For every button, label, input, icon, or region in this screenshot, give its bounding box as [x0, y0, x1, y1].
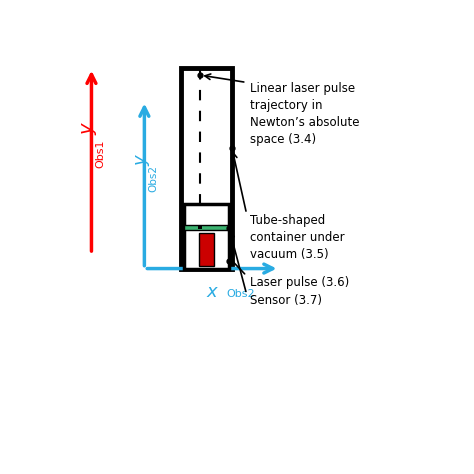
Bar [199, 233, 214, 266]
Bar [184, 225, 229, 230]
Text: $y$: $y$ [134, 153, 152, 166]
Text: Obs2: Obs2 [148, 165, 158, 192]
Bar [199, 226, 202, 229]
Text: $y$: $y$ [80, 121, 99, 136]
Text: Obs1: Obs1 [96, 140, 106, 168]
Bar [181, 68, 232, 269]
Text: Obs2: Obs2 [227, 289, 255, 299]
Text: Linear laser pulse
trajectory in
Newton’s absolute
space (3.4): Linear laser pulse trajectory in Newton’… [250, 82, 360, 146]
Bar [184, 204, 229, 269]
Text: Tube-shaped
container under
vacuum (3.5): Tube-shaped container under vacuum (3.5) [250, 214, 345, 261]
Text: Laser pulse (3.6): Laser pulse (3.6) [250, 276, 349, 289]
Text: Sensor (3.7): Sensor (3.7) [250, 294, 322, 307]
Text: $x$: $x$ [206, 283, 219, 301]
